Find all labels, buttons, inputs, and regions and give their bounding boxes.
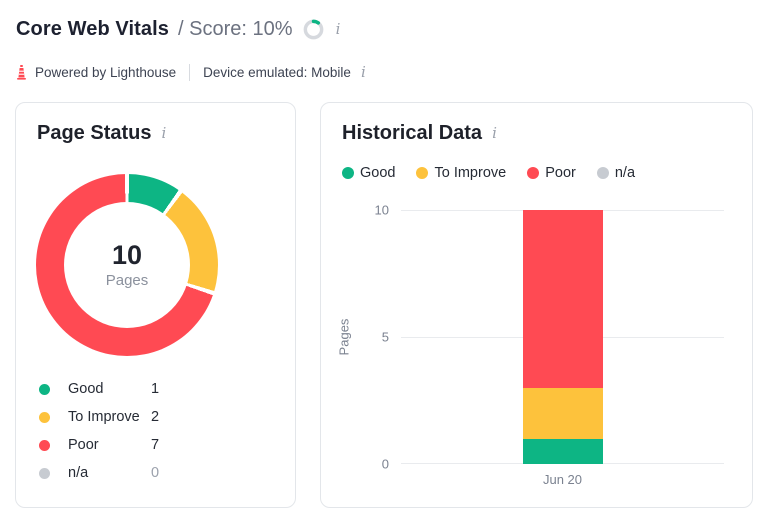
score-ring-progress bbox=[303, 19, 323, 40]
page-status-donut[interactable]: 10 Pages bbox=[36, 174, 218, 356]
poor-dot bbox=[39, 439, 50, 451]
page-subheader: Powered by Lighthouse Device emulated: M… bbox=[16, 63, 368, 81]
legend-label: n/a bbox=[68, 465, 89, 481]
legend-row-na: n/a 0 bbox=[39, 459, 269, 487]
legend-label: To Improve bbox=[434, 165, 507, 181]
poor-dot bbox=[527, 167, 540, 179]
to-improve-dot bbox=[416, 167, 429, 179]
page-header: Core Web Vitals / Score: 10% i bbox=[16, 16, 342, 43]
na-dot bbox=[596, 167, 609, 179]
good-dot bbox=[39, 383, 50, 395]
score-text: / Score: 10% bbox=[178, 18, 293, 40]
legend-row-good: Good 1 bbox=[39, 375, 269, 403]
legend-row-poor: Poor 7 bbox=[39, 431, 269, 459]
historical-info-icon[interactable]: i bbox=[492, 124, 497, 142]
legend-label: n/a bbox=[614, 165, 636, 181]
legend-item-na[interactable]: n/a bbox=[596, 165, 636, 181]
y-tick-label: 5 bbox=[381, 329, 389, 345]
bar-segment-to-improve[interactable] bbox=[522, 387, 603, 439]
legend-item-to-improve[interactable]: To Improve bbox=[416, 165, 506, 181]
to-improve-dot bbox=[39, 411, 50, 423]
donut-total-label: Pages bbox=[105, 271, 149, 289]
legend-value: 0 bbox=[151, 465, 160, 481]
donut-center: 10 Pages bbox=[64, 202, 190, 328]
page-status-card: Page Status i 10 Pages Good 1 To Improve… bbox=[15, 102, 296, 508]
device-emulated-label: Device emulated: Mobile bbox=[203, 64, 351, 80]
lighthouse-icon bbox=[17, 64, 26, 80]
na-dot bbox=[39, 467, 50, 479]
y-axis-title: Pages bbox=[336, 318, 352, 356]
legend-value: 2 bbox=[151, 409, 160, 425]
donut-total-value: 10 bbox=[111, 240, 143, 271]
score-ring-icon bbox=[303, 19, 323, 40]
legend-item-good[interactable]: Good bbox=[342, 165, 395, 181]
powered-by-label: Powered by Lighthouse bbox=[35, 64, 177, 80]
good-dot bbox=[342, 167, 354, 179]
legend-label: Good bbox=[360, 165, 396, 181]
legend-label: Good bbox=[68, 381, 104, 397]
device-info-icon[interactable]: i bbox=[360, 62, 366, 81]
historical-data-title: Historical Data bbox=[342, 122, 483, 144]
legend-row-to-improve: To Improve 2 bbox=[39, 403, 269, 431]
y-tick-label: 0 bbox=[381, 456, 389, 472]
bar-segment-poor[interactable] bbox=[522, 210, 603, 388]
page-status-title: Page Status bbox=[37, 122, 152, 144]
legend-label: Poor bbox=[68, 437, 99, 453]
legend-item-poor[interactable]: Poor bbox=[527, 165, 576, 181]
historical-bar-chart: 10 5 0 Pages Jun 20 bbox=[337, 203, 724, 487]
page-status-info-icon[interactable]: i bbox=[161, 124, 167, 142]
score-info-icon[interactable]: i bbox=[335, 20, 341, 38]
subheader-divider bbox=[189, 63, 191, 81]
legend-label: Poor bbox=[545, 165, 576, 181]
x-tick-label: Jun 20 bbox=[542, 472, 583, 487]
page-title: Core Web Vitals bbox=[16, 18, 170, 40]
legend-value: 1 bbox=[151, 381, 160, 397]
legend-value: 7 bbox=[151, 437, 160, 453]
page-status-legend: Good 1 To Improve 2 Poor 7 n/a 0 bbox=[39, 375, 269, 487]
bar-segment-good[interactable] bbox=[522, 438, 603, 464]
legend-label: To Improve bbox=[68, 409, 140, 425]
historical-data-card: Historical Data i Good To Improve Poor n… bbox=[320, 102, 753, 508]
stacked-bar bbox=[522, 210, 603, 464]
y-tick-label: 10 bbox=[374, 202, 389, 218]
historical-legend: Good To Improve Poor n/a bbox=[342, 165, 635, 181]
